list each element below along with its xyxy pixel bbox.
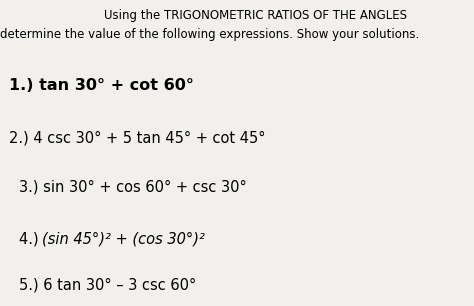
Text: (sin 45°)² + (cos 30°)²: (sin 45°)² + (cos 30°)² [42,231,205,246]
Text: 2.) 4 csc 30° + 5 tan 45° + cot 45°: 2.) 4 csc 30° + 5 tan 45° + cot 45° [9,130,266,145]
Text: determine the value of the following expressions. Show your solutions.: determine the value of the following exp… [0,28,419,40]
Text: 3.) sin 30° + cos 60° + csc 30°: 3.) sin 30° + cos 60° + csc 30° [19,179,246,194]
Text: 4.): 4.) [19,231,43,246]
Text: 5.) 6 tan 30° – 3 csc 60°: 5.) 6 tan 30° – 3 csc 60° [19,277,196,292]
Text: 1.) tan 30° + cot 60°: 1.) tan 30° + cot 60° [9,78,194,93]
Text: Using the TRIGONOMETRIC RATIOS OF THE ANGLES: Using the TRIGONOMETRIC RATIOS OF THE AN… [104,9,408,22]
